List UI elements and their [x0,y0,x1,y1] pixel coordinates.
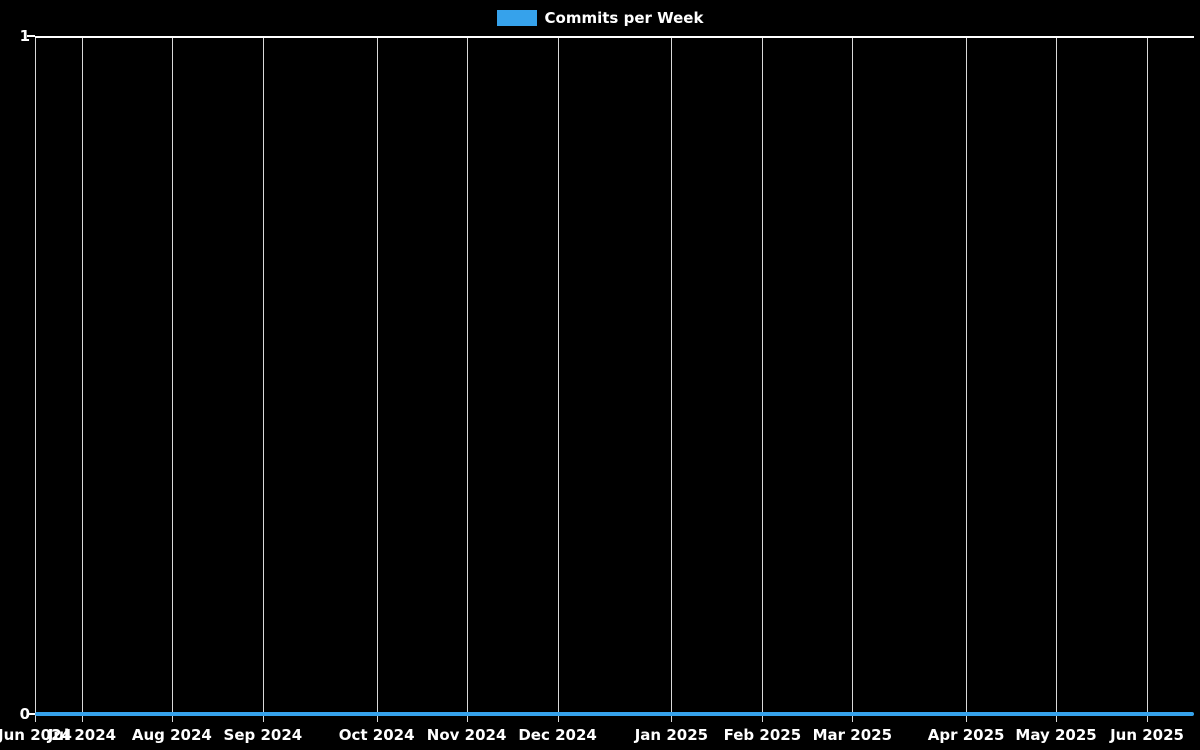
x-gridline [262,36,264,722]
x-tick-label: Jun 2025 [1110,726,1185,744]
x-gridline [1056,36,1058,722]
x-gridline [966,36,968,722]
x-tick-label: Nov 2024 [426,726,507,744]
legend-swatch [496,10,537,26]
x-tick-label: Dec 2024 [518,726,597,744]
y-tick-mark [27,35,35,37]
x-gridline [671,36,673,722]
x-tick-label: Jun 2024 [0,726,72,744]
x-axis-labels: Jun 2024 Jul 2024 Aug 2024 Sep 2024 Oct 2024… [0,726,1194,746]
y-tick-label: 0 [19,705,30,723]
x-tick-label: Feb 2025 [723,726,802,744]
commits-data-line [35,712,1194,716]
x-gridline [762,36,764,722]
x-gridline [171,36,173,722]
x-tick-label: Aug 2024 [131,726,212,744]
x-tick-label: Jan 2025 [634,726,709,744]
legend: Commits per Week [0,9,1200,27]
x-gridline [466,36,468,722]
x-gridline [376,36,378,722]
x-tick-label: Jul 2024 [47,726,117,744]
y-axis-ticks [27,35,35,715]
x-tick-label: May 2025 [1015,726,1097,744]
legend-label: Commits per Week [544,9,704,27]
x-tick-label: Mar 2025 [812,726,893,744]
plot-area[interactable] [35,36,1194,722]
x-tick-label: Sep 2024 [223,726,303,744]
x-tick-label: Apr 2025 [927,726,1005,744]
y-tick-label: 1 [19,27,30,45]
legend-item-commits[interactable]: Commits per Week [496,9,704,27]
x-gridline [81,36,83,722]
x-gridline [557,36,559,722]
x-tick-label: Oct 2024 [338,726,415,744]
x-gridline [35,36,36,722]
y-tick-mark [27,713,35,715]
x-gridline [852,36,854,722]
x-gridline [1147,36,1149,722]
